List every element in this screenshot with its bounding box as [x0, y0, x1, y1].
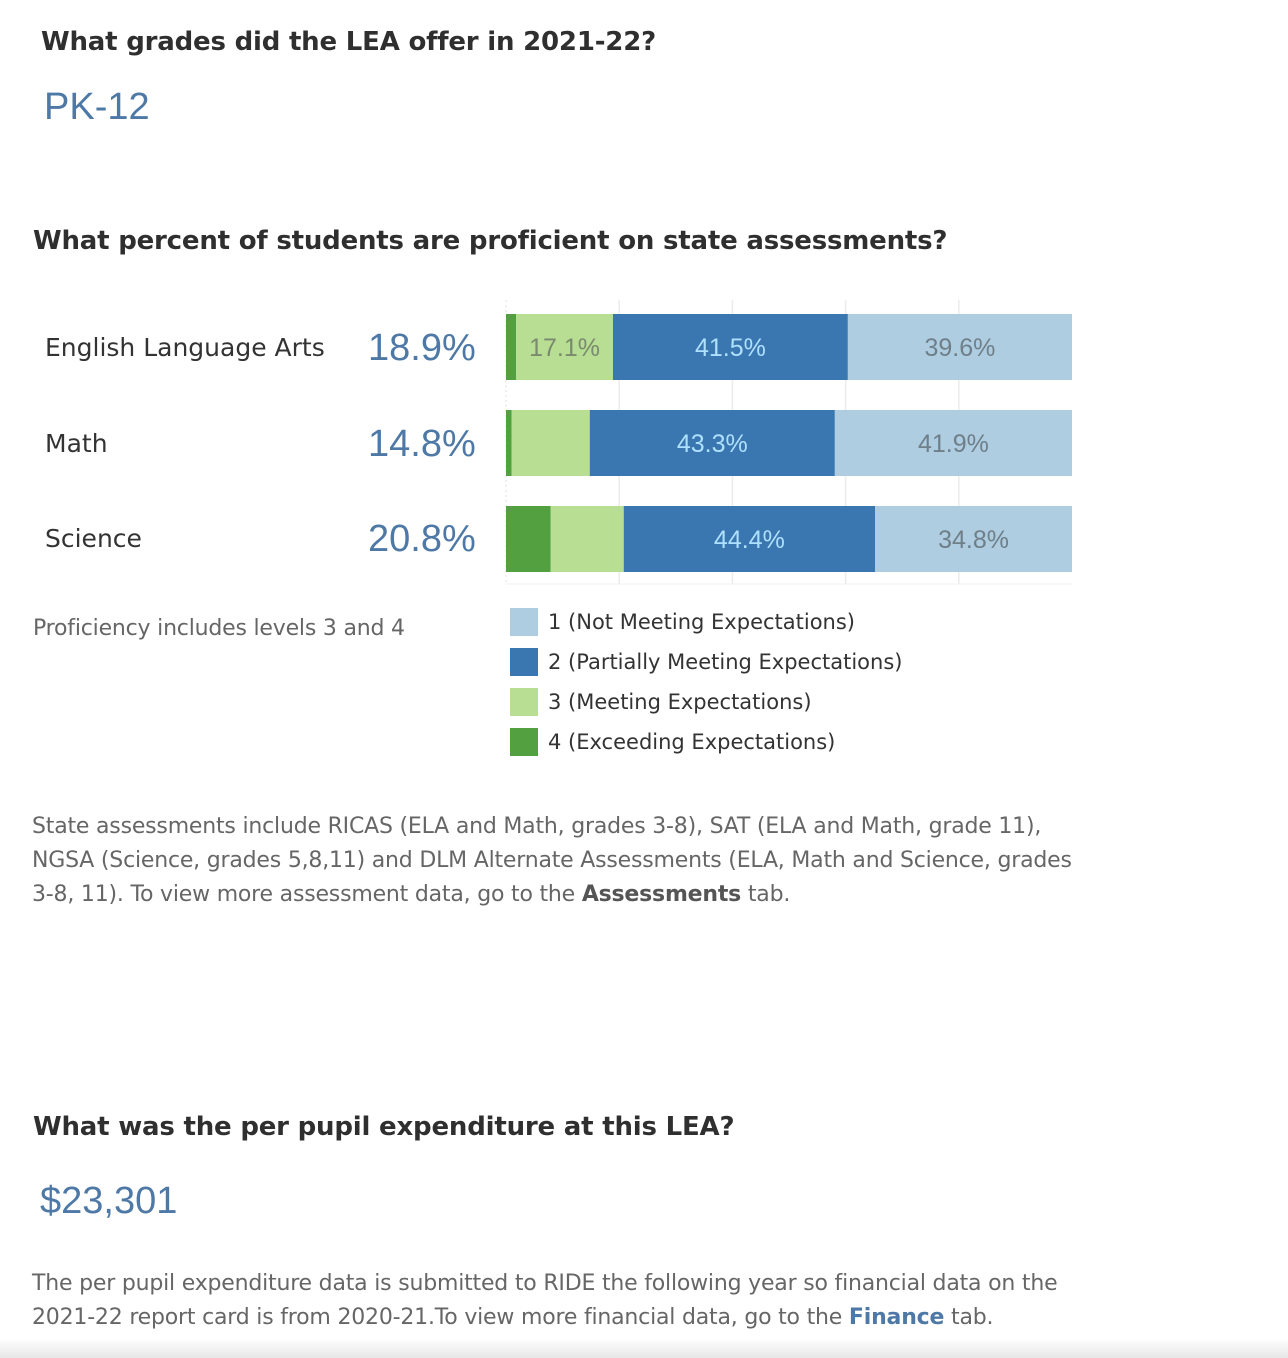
bar-segment — [834, 410, 1072, 476]
legend-label: 2 (Partially Meeting Expectations) — [548, 650, 903, 674]
legend-swatch — [510, 608, 538, 636]
legend-swatch — [510, 648, 538, 676]
expenditure-question: What was the per pupil expenditure at th… — [33, 1112, 735, 1142]
subject-label: English Language Arts — [45, 333, 325, 362]
bar-segment — [506, 410, 512, 476]
subject-label: Math — [45, 429, 108, 458]
legend-swatch — [510, 688, 538, 716]
bottom-fade — [0, 1338, 1288, 1358]
legend-item-level-4: 4 (Exceeding Expectations) — [510, 728, 835, 756]
bar-segment — [506, 314, 517, 380]
bar-data-label: 41.5% — [695, 334, 766, 362]
legend-label: 3 (Meeting Expectations) — [548, 690, 812, 714]
proficiency-note: Proficiency includes levels 3 and 4 — [33, 616, 405, 641]
bar-segment — [506, 506, 551, 572]
bar-group: 43.3% 41.9% — [506, 410, 1072, 476]
bar-segment — [875, 506, 1072, 572]
assessments-footnote-suffix: tab. — [741, 882, 791, 907]
legend-label: 1 (Not Meeting Expectations) — [548, 610, 855, 634]
bar-segment — [612, 314, 848, 380]
bar-segment — [623, 506, 876, 572]
bar-data-label: 43.3% — [677, 430, 748, 458]
grades-value: PK-12 — [44, 86, 150, 128]
subject-proficient-pct: 18.9% — [368, 327, 476, 369]
legend-swatch — [510, 728, 538, 756]
assessments-footnote-text: State assessments include RICAS (ELA and… — [32, 814, 1072, 907]
finance-tab-link[interactable]: Finance — [848, 1305, 945, 1330]
expenditure-note: The per pupil expenditure data is submit… — [32, 1267, 1092, 1335]
expenditure-note-text: The per pupil expenditure data is submit… — [32, 1271, 1058, 1330]
subject-proficient-pct: 20.8% — [368, 518, 476, 560]
proficiency-stacked-bar-chart: 17.1% 41.5% 39.6% 43.3% 41.9% 44.4% 34.8% — [500, 296, 1080, 588]
bar-data-label: 41.9% — [918, 430, 989, 458]
bar-data-label: 17.1% — [529, 334, 600, 362]
bar-segment — [589, 410, 835, 476]
chart-svg: 17.1% 41.5% 39.6% 43.3% 41.9% 44.4% 34.8% — [505, 300, 1072, 585]
proficiency-question: What percent of students are proficient … — [33, 226, 948, 256]
bar-data-label: 34.8% — [938, 526, 1009, 554]
expenditure-note-suffix: tab. — [944, 1305, 994, 1330]
subject-proficient-pct: 14.8% — [368, 423, 476, 465]
bar-segment — [550, 506, 624, 572]
bar-data-label: 44.4% — [714, 526, 785, 554]
bar-group: 44.4% 34.8% — [506, 506, 1072, 572]
expenditure-value: $23,301 — [40, 1180, 178, 1222]
legend-label: 4 (Exceeding Expectations) — [548, 730, 836, 754]
assessments-footnote: State assessments include RICAS (ELA and… — [32, 810, 1092, 912]
subject-label: Science — [45, 524, 142, 553]
bar-segment — [511, 410, 590, 476]
legend-item-level-2: 2 (Partially Meeting Expectations) — [510, 648, 902, 676]
bar-data-label: 39.6% — [924, 334, 995, 362]
grades-question: What grades did the LEA offer in 2021-22… — [41, 27, 656, 57]
bar-segment — [847, 314, 1072, 380]
bar-group: 17.1% 41.5% 39.6% — [506, 314, 1072, 380]
bar-segment — [516, 314, 613, 380]
assessments-tab-link[interactable]: Assessments — [581, 882, 742, 907]
legend-item-level-3: 3 (Meeting Expectations) — [510, 688, 812, 716]
legend-item-level-1: 1 (Not Meeting Expectations) — [510, 608, 855, 636]
